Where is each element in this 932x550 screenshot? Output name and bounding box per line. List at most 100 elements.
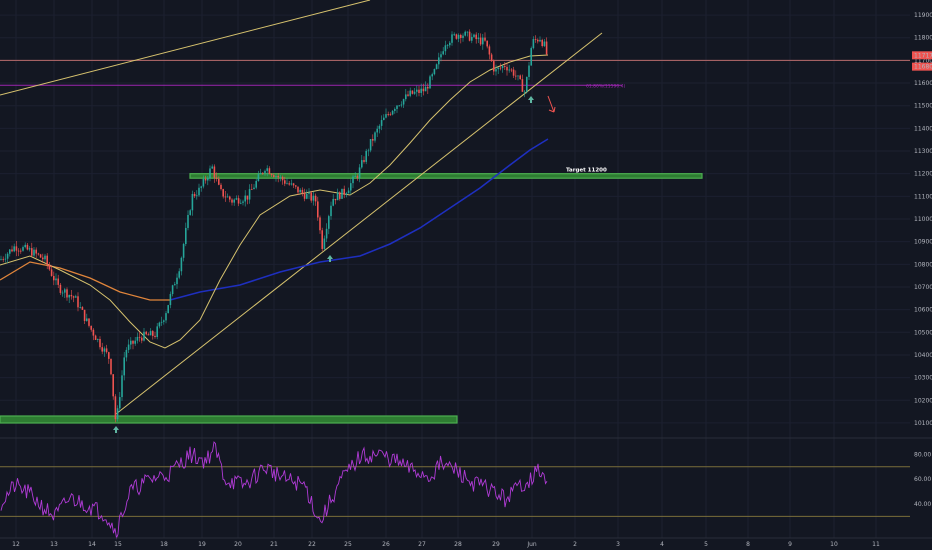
candle-body (66, 289, 68, 298)
candle-body (457, 34, 460, 39)
candle-body (94, 335, 97, 340)
candle-body (295, 185, 297, 187)
current-price-label: 11717.5 (914, 52, 932, 59)
rsi-pane (0, 441, 910, 540)
candle-body (440, 54, 442, 58)
candle-body (519, 75, 521, 80)
axes: 11900.0 11800.0 11700.0 11600.0 11500.0 11400… (0, 12, 932, 548)
candle-body (55, 278, 57, 281)
candle-body (88, 318, 90, 326)
ma-long-early (0, 261, 170, 301)
date-tick-label: 14 (88, 541, 96, 548)
candle-body (22, 247, 24, 251)
candle-body (539, 39, 541, 42)
candle-body (510, 69, 513, 71)
candle-body (506, 66, 508, 71)
candle-body (59, 284, 62, 293)
candle-body (15, 246, 18, 251)
candle-body (160, 321, 163, 323)
candle-body (490, 54, 493, 62)
candle-body (248, 189, 251, 200)
candle-body (20, 250, 22, 252)
candle-body (169, 294, 172, 306)
target-label: Target 11200 (566, 168, 607, 174)
candle-body (290, 183, 293, 185)
candle-body (468, 31, 471, 41)
price-tick-label: 11600.0 (914, 80, 932, 87)
price-tick-label: 11500.0 (914, 103, 932, 110)
date-tick-label: 22 (308, 541, 316, 548)
candle-body (537, 39, 539, 42)
candle-body (292, 183, 295, 186)
candle-body (33, 249, 35, 256)
buy-arrow (327, 255, 333, 262)
target-zone (189, 173, 703, 179)
candle-body (207, 178, 209, 181)
candle-body (79, 307, 81, 308)
candle-body (444, 45, 447, 52)
candle-body (310, 192, 312, 201)
price-tick-label: 10200.0 (914, 397, 932, 404)
candle-body (383, 117, 385, 121)
candle-body (484, 37, 486, 41)
candle-body (394, 108, 396, 111)
price-tick-label: 10800.0 (914, 261, 932, 268)
candle-body (442, 51, 444, 55)
candle-body (473, 34, 475, 37)
date-tick-label: 2 (573, 541, 577, 548)
candle-body (136, 336, 139, 341)
candle-body (251, 189, 253, 190)
candle-body (413, 91, 416, 94)
candle-body (380, 120, 383, 126)
candle-body (376, 128, 378, 133)
candle-body (306, 193, 308, 199)
candle-body (44, 255, 46, 260)
candle-body (165, 313, 167, 321)
candle-body (303, 193, 306, 199)
candle-body (215, 177, 218, 179)
candle-body (323, 238, 326, 249)
candle-body (512, 69, 515, 76)
candle-body (363, 160, 365, 162)
candle-body (264, 170, 266, 174)
price-tick-label: 10900.0 (914, 239, 932, 246)
candle-body (420, 88, 422, 93)
price-tick-label: 10300.0 (914, 375, 932, 382)
candle-body (229, 196, 231, 200)
candle-body (345, 193, 348, 195)
date-tick-label: 25 (344, 541, 352, 548)
candle-body (39, 254, 42, 258)
candle-body (61, 292, 64, 294)
candle-body (123, 357, 125, 376)
candle-body (156, 326, 158, 337)
date-tick-label: 9 (788, 541, 792, 548)
candle-body (530, 48, 532, 66)
candle-body (387, 114, 389, 115)
candle-body (504, 65, 506, 67)
price-tick-label: 11400.0 (914, 125, 932, 132)
candle-body (31, 248, 33, 256)
price-tick-label: 10500.0 (914, 329, 932, 336)
candle-body (330, 205, 332, 217)
candle-body (125, 349, 128, 358)
candle-body (145, 331, 147, 335)
candle-body (147, 334, 150, 336)
candle-body (416, 89, 418, 92)
candle-body (77, 296, 79, 308)
date-tick-label: Jun (526, 541, 537, 548)
candle-body (171, 285, 174, 295)
candle-body (358, 167, 361, 178)
candle-body (391, 110, 394, 115)
candle-body (174, 284, 176, 286)
candle-body (482, 37, 484, 45)
candle-body (409, 90, 411, 96)
candle-body (127, 344, 130, 350)
candle-body (372, 139, 374, 141)
candle-body (451, 34, 453, 43)
date-tick-label: 4 (660, 541, 664, 548)
candle-body (453, 34, 455, 36)
price-tick-label: 10700.0 (914, 284, 932, 291)
candle-body (495, 69, 497, 72)
candle-body (314, 195, 317, 202)
candle-body (389, 114, 392, 116)
